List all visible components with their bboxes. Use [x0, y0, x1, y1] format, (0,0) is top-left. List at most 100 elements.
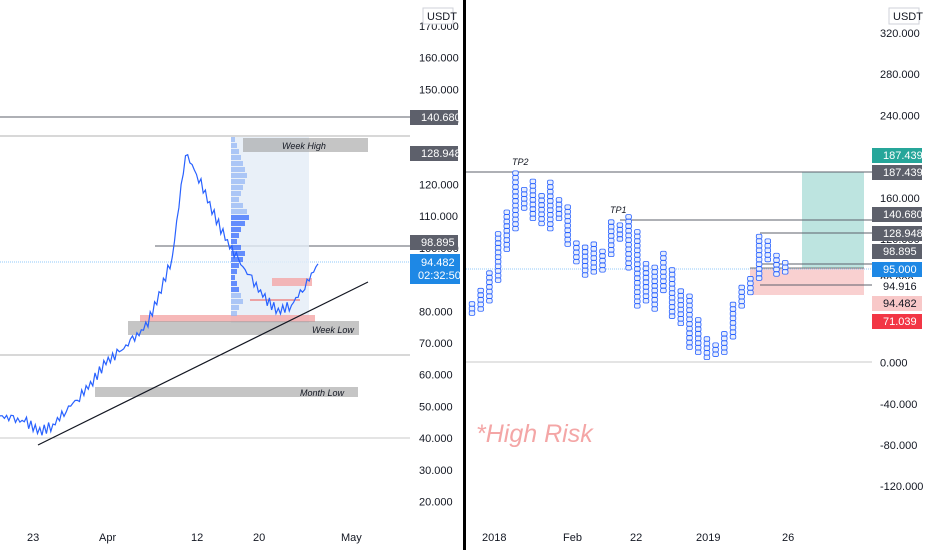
week-low-label: Week Low — [312, 325, 354, 335]
volume-bar — [231, 155, 241, 160]
pf-box — [703, 354, 711, 361]
pf-box — [686, 321, 693, 327]
pf-box — [581, 249, 589, 255]
pf-box — [486, 279, 493, 285]
pf-box — [494, 254, 502, 260]
volume-bar — [231, 305, 239, 310]
pf-column — [686, 293, 693, 350]
pf-box — [634, 270, 641, 277]
pf-box — [521, 196, 528, 202]
pf-column — [651, 264, 658, 312]
pf-box — [668, 271, 676, 278]
pf-box — [764, 238, 771, 244]
left-x-tick: 23 — [27, 532, 39, 544]
pf-column — [642, 261, 650, 304]
right-y-tick: 280.000 — [880, 69, 920, 81]
pf-box — [512, 198, 519, 204]
pf-box — [486, 284, 493, 290]
right-currency: USDT — [893, 11, 923, 23]
pf-box — [695, 331, 702, 337]
pf-box — [529, 206, 537, 212]
pf-box — [747, 280, 754, 286]
pf-box — [512, 207, 519, 213]
pf-box — [642, 293, 650, 299]
volume-bar — [231, 299, 243, 304]
pf-box — [521, 205, 528, 211]
pf-box — [634, 238, 641, 244]
left-y-tick: 30.000 — [419, 465, 453, 477]
pf-box — [512, 189, 519, 195]
pf-box — [512, 212, 519, 218]
pf-box — [634, 303, 641, 309]
pf-box — [712, 347, 719, 353]
pf-box — [512, 179, 519, 185]
pf-box — [634, 233, 641, 240]
pf-box — [616, 231, 624, 237]
r-tag-94916: 94.916 — [872, 279, 922, 294]
left-time-axis[interactable]: 23 Apr 12 20 May — [27, 532, 362, 544]
pf-column — [590, 241, 597, 275]
pf-box — [616, 222, 624, 228]
left-price-chart[interactable]: Week High Week Low Month Low 170.000160.… — [0, 7, 461, 544]
pf-box — [764, 243, 771, 249]
pf-box — [747, 285, 754, 291]
pf-box — [738, 294, 745, 300]
pf-box — [494, 268, 502, 274]
pf-box — [634, 289, 641, 295]
pf-box — [782, 269, 789, 275]
pf-box — [529, 187, 537, 194]
right-x-tick: 2018 — [482, 532, 506, 544]
pf-box — [773, 266, 780, 272]
pf-box — [755, 243, 763, 249]
pf-box — [581, 258, 589, 264]
pf-box — [590, 260, 597, 266]
pf-box — [625, 223, 632, 229]
pf-box — [547, 202, 554, 209]
pf-box — [494, 277, 502, 283]
pf-box — [668, 304, 676, 310]
pf-box — [686, 330, 693, 336]
pf-box — [564, 218, 571, 224]
r-tag-187a: 187.439 — [872, 148, 923, 163]
red-zone-upper — [272, 278, 312, 286]
pf-box — [477, 287, 484, 294]
pf-box — [721, 331, 728, 337]
pf-box — [695, 317, 702, 323]
pf-box — [547, 198, 554, 204]
right-pf-chart[interactable]: TP2 TP1 *High Risk 320.000 280.000 240.000… — [466, 7, 923, 544]
pf-box — [660, 250, 667, 257]
pf-box — [703, 345, 711, 351]
pf-box — [686, 298, 693, 304]
pf-box — [599, 248, 606, 254]
pf-box — [695, 340, 702, 346]
right-price-axis[interactable]: 320.000280.000240.000200.000160.000120.0… — [880, 28, 923, 493]
volume-bar — [231, 143, 237, 148]
right-y-tick: -40.000 — [880, 399, 917, 411]
pf-box — [608, 247, 615, 253]
pf-box — [686, 339, 693, 346]
pf-box — [581, 267, 589, 274]
pf-box — [625, 228, 632, 234]
right-x-tick: Feb — [563, 532, 582, 544]
pf-box — [529, 183, 537, 189]
pf-box — [590, 269, 597, 275]
volume-bar — [231, 269, 237, 274]
pf-box — [590, 246, 597, 252]
trendline[interactable] — [37, 281, 369, 446]
pf-box — [590, 264, 597, 270]
pf-box — [503, 237, 510, 243]
pf-box — [755, 238, 763, 244]
right-time-axis[interactable]: 2018 Feb 22 2019 26 — [482, 532, 794, 544]
left-y-tick: 50.000 — [419, 401, 453, 413]
pf-box — [634, 256, 641, 263]
pf-box — [668, 281, 676, 287]
pf-box — [486, 275, 493, 281]
pf-box — [573, 245, 580, 251]
pf-box — [564, 223, 571, 229]
left-currency: USDT — [427, 11, 457, 23]
pf-box — [738, 289, 745, 295]
left-y-tick: 150.000 — [419, 84, 459, 96]
pf-box — [651, 273, 658, 280]
pf-box — [738, 298, 745, 304]
pf-box — [573, 249, 580, 255]
